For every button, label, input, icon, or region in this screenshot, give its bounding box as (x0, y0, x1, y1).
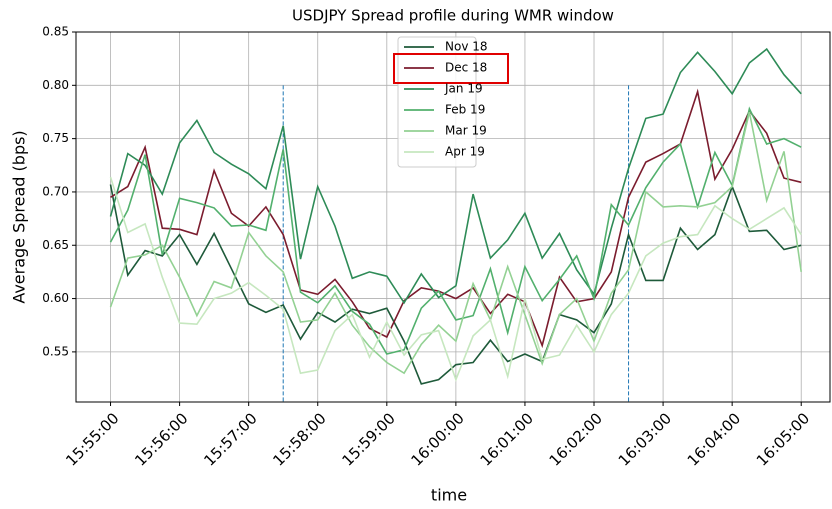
plot-frame (75, 31, 831, 403)
series-line (109, 111, 802, 375)
y-axis-label: Average Spread (bps) (10, 130, 29, 303)
legend-box (397, 36, 477, 168)
x-tick-label: 15:55:00 (62, 409, 122, 469)
y-tick-label: 0.65 (42, 238, 69, 252)
x-tick-label: 16:02:00 (546, 409, 606, 469)
x-tick-label: 16:01:00 (477, 409, 537, 469)
x-tick-label: 15:57:00 (200, 409, 260, 469)
y-tick-label: 0.85 (42, 25, 69, 39)
x-tick-label: 16:00:00 (408, 409, 468, 469)
legend-label: Apr 19 (445, 145, 485, 159)
legend-label: Nov 18 (445, 40, 488, 54)
x-tick-label: 16:03:00 (615, 409, 675, 469)
x-axis-label: time (431, 486, 467, 505)
y-tick-label: 0.55 (42, 344, 69, 358)
series-line (110, 88, 802, 349)
y-tick-label: 0.80 (42, 78, 69, 92)
legend-label: Dec 18 (445, 61, 487, 75)
legend-label: Feb 19 (445, 103, 485, 117)
y-tick-label: 0.75 (42, 131, 69, 145)
series-line (109, 106, 802, 355)
x-tick-label: 16:05:00 (753, 409, 813, 469)
series-line (109, 47, 802, 305)
series-line (109, 176, 802, 382)
legend-label: Mar 19 (445, 124, 487, 138)
y-tick-label: 0.70 (42, 184, 69, 198)
chart-title: USDJPY Spread profile during WMR window (292, 7, 614, 25)
y-tick-label: 0.60 (42, 291, 69, 305)
x-tick-label: 15:58:00 (269, 409, 329, 469)
legend-label: Jan 19 (444, 82, 483, 96)
x-tick-label: 15:56:00 (131, 409, 191, 469)
x-tick-label: 15:59:00 (338, 409, 398, 469)
x-tick-label: 16:04:00 (684, 409, 744, 469)
legend-highlight (393, 53, 509, 84)
